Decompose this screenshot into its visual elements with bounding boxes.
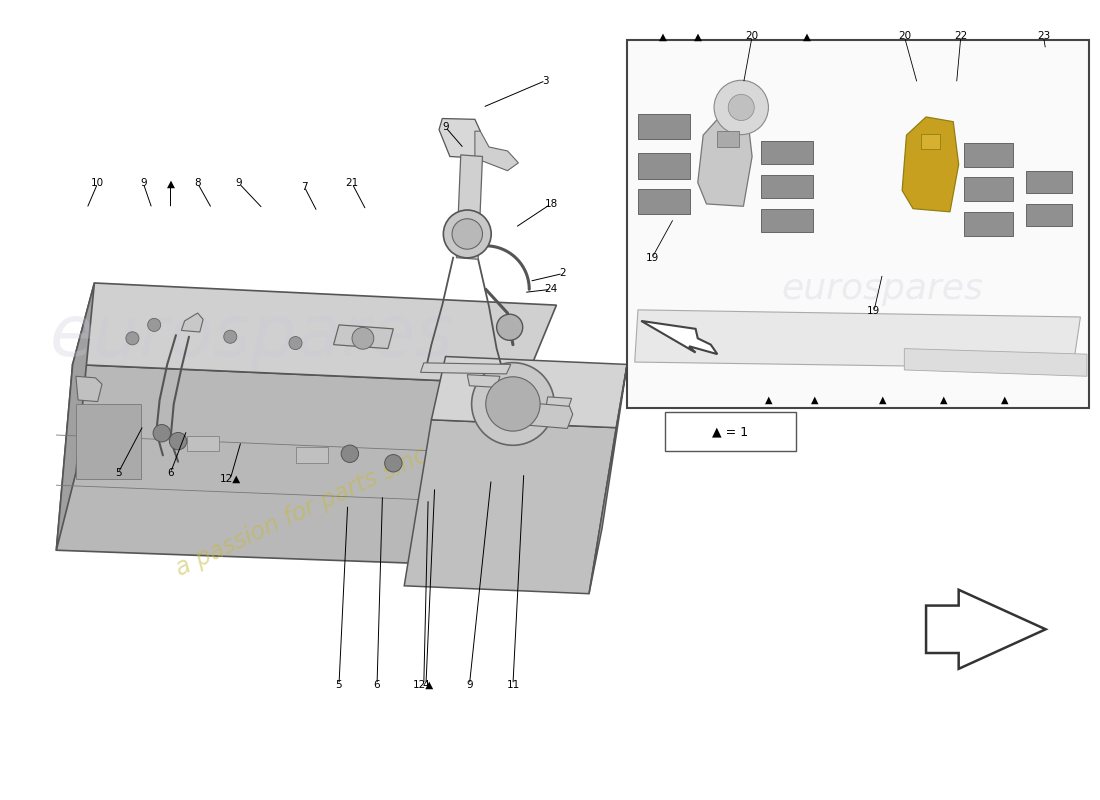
Text: 24: 24 (544, 284, 558, 294)
Bar (761, 174, 813, 198)
Text: eurospares: eurospares (51, 302, 454, 371)
Polygon shape (588, 365, 627, 594)
Text: 19: 19 (867, 306, 880, 317)
Polygon shape (635, 310, 1080, 368)
Text: ▲: ▲ (1001, 395, 1008, 405)
Polygon shape (56, 365, 524, 566)
Circle shape (289, 337, 302, 350)
Circle shape (341, 445, 359, 462)
Text: 12▲: 12▲ (414, 680, 435, 690)
Text: ▲: ▲ (803, 31, 811, 42)
Text: 22: 22 (954, 31, 968, 42)
Polygon shape (76, 376, 102, 402)
Text: 21: 21 (345, 178, 359, 188)
Bar (761, 209, 813, 232)
Text: a passion for parts since 1985: a passion for parts since 1985 (173, 409, 506, 581)
Bar (761, 141, 813, 164)
Text: eurospares: eurospares (782, 272, 983, 306)
Circle shape (486, 377, 540, 431)
Polygon shape (56, 283, 95, 550)
Polygon shape (439, 118, 481, 158)
Bar (76, 404, 141, 479)
Bar (1026, 170, 1071, 193)
Polygon shape (697, 117, 752, 206)
Text: 11: 11 (506, 680, 519, 690)
Polygon shape (926, 590, 1046, 669)
Polygon shape (182, 313, 204, 332)
Bar (1026, 204, 1071, 226)
Polygon shape (73, 283, 557, 384)
Text: 7: 7 (301, 182, 308, 191)
Text: 12▲: 12▲ (220, 474, 241, 484)
Bar (296, 447, 328, 463)
Polygon shape (529, 403, 573, 429)
Text: 6: 6 (374, 680, 381, 690)
Bar (638, 189, 690, 214)
Text: 20: 20 (898, 31, 911, 42)
Text: ▲: ▲ (879, 395, 887, 405)
Circle shape (169, 433, 187, 450)
Text: 3: 3 (542, 75, 549, 86)
Circle shape (352, 327, 374, 350)
Circle shape (147, 318, 161, 331)
Text: ▲: ▲ (764, 395, 772, 405)
Polygon shape (902, 117, 959, 212)
Bar (187, 435, 219, 451)
Text: 9: 9 (140, 178, 146, 188)
Polygon shape (404, 420, 616, 594)
Polygon shape (546, 397, 572, 411)
Text: 10: 10 (91, 178, 104, 188)
Text: ▲: ▲ (694, 31, 702, 42)
Circle shape (472, 362, 554, 446)
Text: 4: 4 (422, 680, 429, 690)
Text: ▲: ▲ (166, 178, 175, 188)
Bar (717, 131, 739, 147)
Circle shape (223, 330, 236, 343)
Bar (964, 143, 1013, 166)
Text: ▲ = 1: ▲ = 1 (713, 425, 748, 438)
Text: 2: 2 (560, 269, 566, 278)
Text: 5: 5 (336, 680, 342, 690)
Text: ▲: ▲ (659, 31, 667, 42)
Text: 9: 9 (466, 680, 473, 690)
Text: 9: 9 (442, 122, 449, 132)
Circle shape (728, 94, 755, 121)
Text: 8: 8 (195, 178, 201, 188)
Text: ▲: ▲ (939, 395, 947, 405)
Text: 6: 6 (167, 468, 174, 478)
Polygon shape (641, 321, 717, 354)
Bar (921, 134, 940, 149)
Text: 18: 18 (544, 199, 558, 209)
Circle shape (385, 454, 402, 472)
Polygon shape (420, 363, 510, 374)
Polygon shape (431, 357, 627, 428)
Text: 5: 5 (116, 468, 122, 478)
Bar (964, 212, 1013, 235)
Text: 9: 9 (235, 178, 242, 188)
Bar (964, 177, 1013, 201)
Circle shape (443, 210, 492, 258)
Polygon shape (904, 349, 1087, 376)
Circle shape (125, 332, 139, 345)
Text: 19: 19 (646, 253, 659, 262)
Circle shape (153, 425, 170, 442)
Circle shape (496, 314, 522, 340)
Text: 20: 20 (746, 31, 759, 42)
Bar (627, 40, 1089, 408)
Text: 23: 23 (1037, 31, 1050, 42)
Circle shape (714, 80, 769, 134)
Polygon shape (456, 155, 483, 259)
Text: ▲: ▲ (812, 395, 818, 405)
Bar (638, 114, 690, 139)
Polygon shape (475, 131, 518, 170)
Circle shape (452, 218, 483, 249)
Polygon shape (333, 325, 394, 349)
Bar (666, 412, 795, 451)
Bar (638, 154, 690, 178)
Polygon shape (468, 374, 499, 387)
